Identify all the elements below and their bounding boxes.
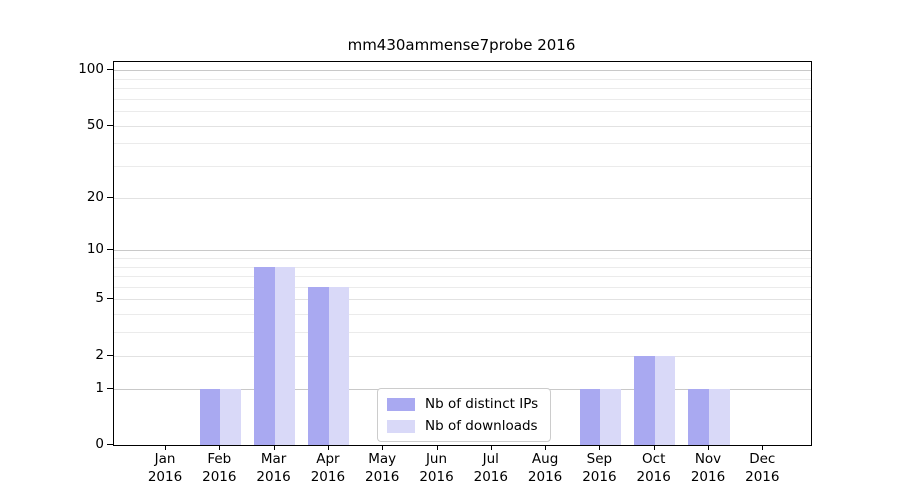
gridline-y-7 xyxy=(114,276,811,277)
legend-swatch-distinct-ips xyxy=(387,397,415,411)
bar-nb-of-distinct-ips-sep xyxy=(579,388,601,445)
y-tick-label-20: 20 xyxy=(86,188,104,205)
x-tick-label-oct: Oct 2016 xyxy=(636,451,671,485)
x-tick-label-nov: Nov 2016 xyxy=(690,451,726,485)
x-tick-label-sep: Sep 2016 xyxy=(582,451,617,485)
bar-nb-of-distinct-ips-nov xyxy=(688,388,709,445)
bar-nb-of-downloads-apr xyxy=(328,286,350,445)
bar-nb-of-distinct-ips-oct xyxy=(634,355,655,445)
legend: Nb of distinct IPs Nb of downloads xyxy=(377,388,552,442)
gridline-y-100 xyxy=(114,70,811,71)
bar-nb-of-downloads-oct xyxy=(654,355,676,445)
gridline-y-3 xyxy=(114,332,811,334)
x-tick-label-mar: Mar 2016 xyxy=(256,451,291,485)
gridline-y-70 xyxy=(114,98,811,100)
x-tick-label-feb: Feb 2016 xyxy=(202,451,237,485)
y-tick-label-50: 50 xyxy=(86,116,104,133)
gridline-y-2 xyxy=(114,355,811,357)
y-tick-label-2: 2 xyxy=(95,346,104,363)
gridline-y-30 xyxy=(114,166,811,167)
legend-swatch-downloads xyxy=(387,419,415,433)
chart-title: mm430ammense7probe 2016 xyxy=(347,36,576,54)
gridline-y-20 xyxy=(114,197,811,199)
bar-nb-of-downloads-nov xyxy=(709,388,730,445)
gridline-y-10 xyxy=(114,250,811,252)
legend-item-distinct-ips: Nb of distinct IPs xyxy=(387,396,538,412)
y-tick-label-0: 0 xyxy=(95,436,104,452)
y-tick-label-10: 10 xyxy=(86,241,104,258)
x-tick-label-jul: Jul 2016 xyxy=(473,451,508,485)
gridline-y-5 xyxy=(114,299,811,301)
bar-nb-of-distinct-ips-mar xyxy=(254,266,275,445)
gridline-y-4 xyxy=(114,314,811,316)
bar-nb-of-downloads-sep xyxy=(600,388,621,445)
x-tick-label-apr: Apr 2016 xyxy=(310,451,346,485)
x-tick-label-dec: Dec 2016 xyxy=(745,451,780,485)
bar-nb-of-distinct-ips-apr xyxy=(308,286,329,445)
plot-area xyxy=(113,61,812,446)
bar-nb-of-distinct-ips-feb xyxy=(199,388,221,445)
legend-item-downloads: Nb of downloads xyxy=(387,418,538,434)
bar-nb-of-downloads-feb xyxy=(220,388,241,445)
gridline-y-80 xyxy=(114,87,811,89)
x-tick-label-jan: Jan 2016 xyxy=(147,451,183,485)
gridline-y-60 xyxy=(114,111,811,112)
gridline-y-8 xyxy=(114,266,811,268)
x-tick-label-aug: Aug 2016 xyxy=(527,451,563,485)
y-tick-label-100: 100 xyxy=(78,61,104,77)
y-tick-label-5: 5 xyxy=(95,290,104,307)
x-tick-label-jun: Jun 2016 xyxy=(419,451,454,485)
legend-label-distinct-ips: Nb of distinct IPs xyxy=(425,396,539,412)
gridline-y-90 xyxy=(114,78,811,80)
bar-nb-of-downloads-mar xyxy=(274,266,296,445)
gridline-y-9 xyxy=(114,257,811,259)
x-tick-label-may: May 2016 xyxy=(365,451,400,485)
gridline-y-6 xyxy=(114,286,811,288)
gridline-y-50 xyxy=(114,125,811,127)
y-tick-label-1: 1 xyxy=(95,379,104,396)
legend-label-downloads: Nb of downloads xyxy=(425,418,538,434)
gridline-y-40 xyxy=(114,143,811,145)
